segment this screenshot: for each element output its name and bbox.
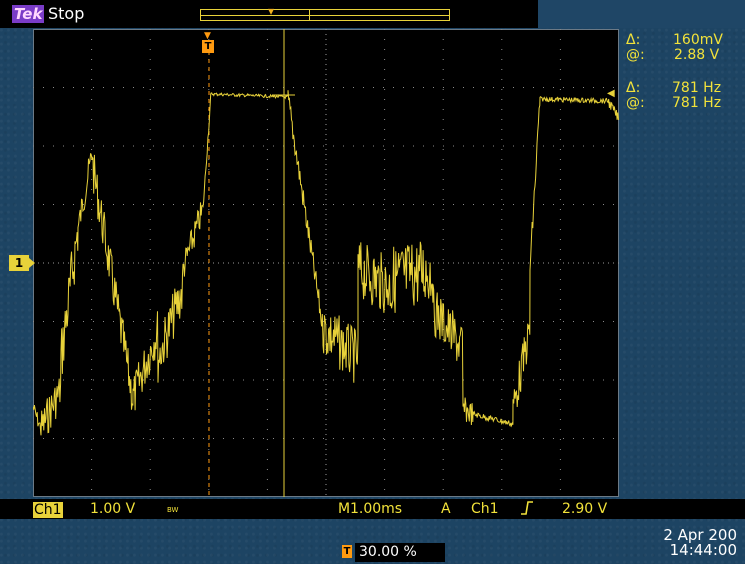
- voltage-at-label: @:: [626, 47, 645, 63]
- freq-at-label: @:: [626, 95, 645, 111]
- record-trigger-icon: ▾: [268, 4, 275, 18]
- date-time: 2 Apr 200 14:44:00: [663, 528, 737, 558]
- trigger-t-icon: T: [202, 40, 214, 53]
- channel-1-ground-marker[interactable]: 1: [9, 255, 35, 271]
- trigger-arrow-icon: ▼: [204, 31, 211, 41]
- channel-1-waveform: [33, 90, 619, 436]
- trigger-level-value[interactable]: 2.90 V: [562, 501, 608, 517]
- rising-edge-icon: [520, 499, 534, 519]
- topbar-right-panel: [538, 0, 745, 28]
- channel-1-label[interactable]: Ch1: [33, 502, 63, 518]
- waveform-graticule: [33, 29, 619, 497]
- record-view-bar: [200, 9, 450, 21]
- trigger-mode: A: [441, 501, 451, 517]
- bottom-status-bar: Ch1 1.00 V BW M 1.00ms A Ch1 2.90 V: [0, 499, 745, 519]
- freq-delta-value: 781 Hz: [672, 80, 722, 96]
- voltage-at-value: 2.88 V: [674, 47, 720, 63]
- time-label: 14:44:00: [669, 541, 737, 559]
- record-view-line: [201, 15, 449, 16]
- voltage-delta-label: Δ:: [626, 32, 641, 48]
- date-label: 2 Apr 200: [663, 526, 737, 544]
- acquisition-state[interactable]: Stop: [48, 4, 85, 23]
- top-status-bar: Tek Stop ▾: [0, 0, 745, 28]
- bandwidth-limit-indicator: BW: [167, 506, 179, 514]
- time-per-div[interactable]: 1.00ms: [350, 501, 403, 517]
- rising-edge-glyph: [521, 501, 533, 515]
- tek-logo: Tek: [12, 5, 45, 23]
- main-timebase-prefix: M: [338, 501, 351, 517]
- trigger-position-icon: T: [342, 545, 352, 558]
- trigger-level-arrow-icon[interactable]: ◀: [607, 88, 615, 99]
- freq-at-value: 781 Hz: [672, 95, 722, 111]
- volts-per-div[interactable]: 1.00 V: [90, 501, 136, 517]
- trigger-position-value[interactable]: 30.00 %: [355, 543, 445, 562]
- freq-delta-label: Δ:: [626, 80, 641, 96]
- trigger-position-marker[interactable]: ▼ T: [202, 32, 214, 54]
- record-view-window: [309, 9, 310, 21]
- trigger-source[interactable]: Ch1: [471, 501, 499, 517]
- voltage-delta-value: 160mV: [673, 32, 723, 48]
